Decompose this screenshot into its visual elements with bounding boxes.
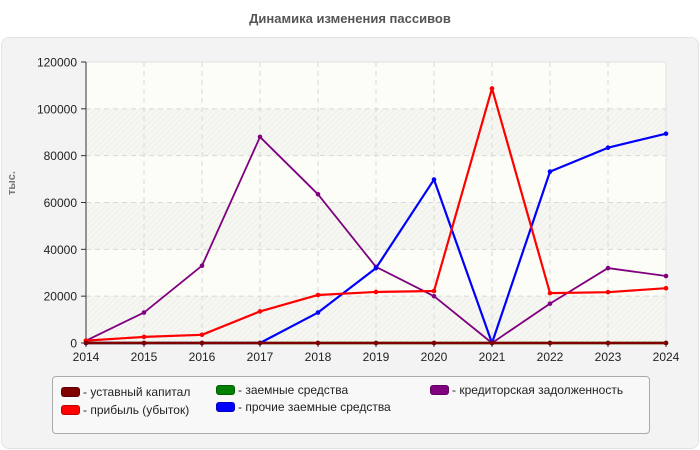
data-point: [605, 145, 611, 151]
data-point: [663, 285, 669, 291]
legend-item-other-borrowed-funds: - прочие заемные средства: [216, 400, 391, 414]
legend-swatch: [430, 385, 449, 395]
y-axis-title: тыс.: [6, 171, 18, 195]
legend-label: - прочие заемные средства: [238, 400, 391, 414]
legend-item-borrowed-funds: - заемные средства: [216, 383, 348, 397]
data-point: [547, 290, 553, 296]
data-point: [199, 332, 205, 338]
data-point: [663, 131, 669, 136]
data-point: [431, 177, 437, 182]
x-tick-label: 2021: [479, 350, 506, 364]
data-point: [257, 340, 263, 346]
legend-label: - заемные средства: [238, 383, 349, 397]
data-point: [373, 289, 379, 295]
data-point: [431, 293, 437, 299]
data-point: [605, 289, 611, 295]
data-point: [547, 340, 553, 346]
legend-label: - уставный капитал: [83, 385, 191, 399]
data-point: [663, 273, 669, 279]
legend-item-profit: - прибыль (убыток): [61, 403, 189, 417]
data-point: [373, 340, 379, 346]
data-point: [199, 263, 205, 269]
data-point: [547, 301, 553, 306]
data-point: [315, 340, 321, 346]
data-point: [315, 192, 321, 197]
data-point: [141, 340, 147, 346]
y-tick-label: 60000: [44, 196, 78, 210]
data-point: [605, 265, 611, 271]
y-tick-label: 20000: [44, 290, 78, 304]
data-point: [315, 292, 321, 298]
data-point: [141, 310, 147, 315]
x-tick-label: 2018: [305, 350, 332, 364]
data-point: [83, 340, 89, 346]
y-tick-label: 0: [70, 337, 77, 351]
legend-label: - прибыль (убыток): [83, 403, 190, 417]
x-tick-label: 2024: [653, 350, 680, 364]
data-point: [663, 340, 669, 346]
x-tick-label: 2017: [247, 350, 274, 364]
data-point: [141, 334, 147, 340]
data-point: [199, 340, 205, 346]
legend-swatch: [61, 387, 80, 397]
legend-swatch: [61, 405, 80, 415]
data-point: [605, 340, 611, 346]
data-point: [431, 288, 437, 294]
legend-label: - кредиторская задолженность: [452, 383, 624, 397]
data-point: [431, 340, 437, 346]
x-tick-label: 2015: [131, 350, 158, 364]
data-point: [547, 169, 553, 174]
x-tick-label: 2016: [189, 350, 216, 364]
data-point: [257, 309, 263, 314]
legend-item-charter-capital: - уставный капитал: [61, 385, 190, 399]
legend-swatch: [216, 385, 235, 395]
x-tick-label: 2020: [421, 350, 448, 364]
x-tick-label: 2022: [537, 350, 564, 364]
x-tick-label: 2019: [363, 350, 390, 364]
data-point: [489, 86, 495, 91]
data-point: [489, 340, 495, 346]
x-tick-label: 2014: [73, 350, 100, 364]
y-tick-label: 80000: [44, 149, 78, 163]
legend-swatch: [216, 402, 235, 412]
y-tick-label: 40000: [44, 243, 78, 257]
data-point: [315, 310, 321, 315]
x-tick-label: 2023: [595, 350, 622, 364]
chart-title: Динамика изменения пассивов: [249, 11, 451, 26]
legend: - уставный капитал - прибыль (убыток) - …: [52, 376, 650, 434]
data-point: [373, 265, 379, 271]
y-tick-label: 100000: [37, 102, 77, 116]
y-tick-label: 120000: [37, 56, 77, 70]
data-point: [257, 134, 263, 140]
legend-item-accounts-payable: - кредиторская задолженность: [430, 383, 623, 397]
